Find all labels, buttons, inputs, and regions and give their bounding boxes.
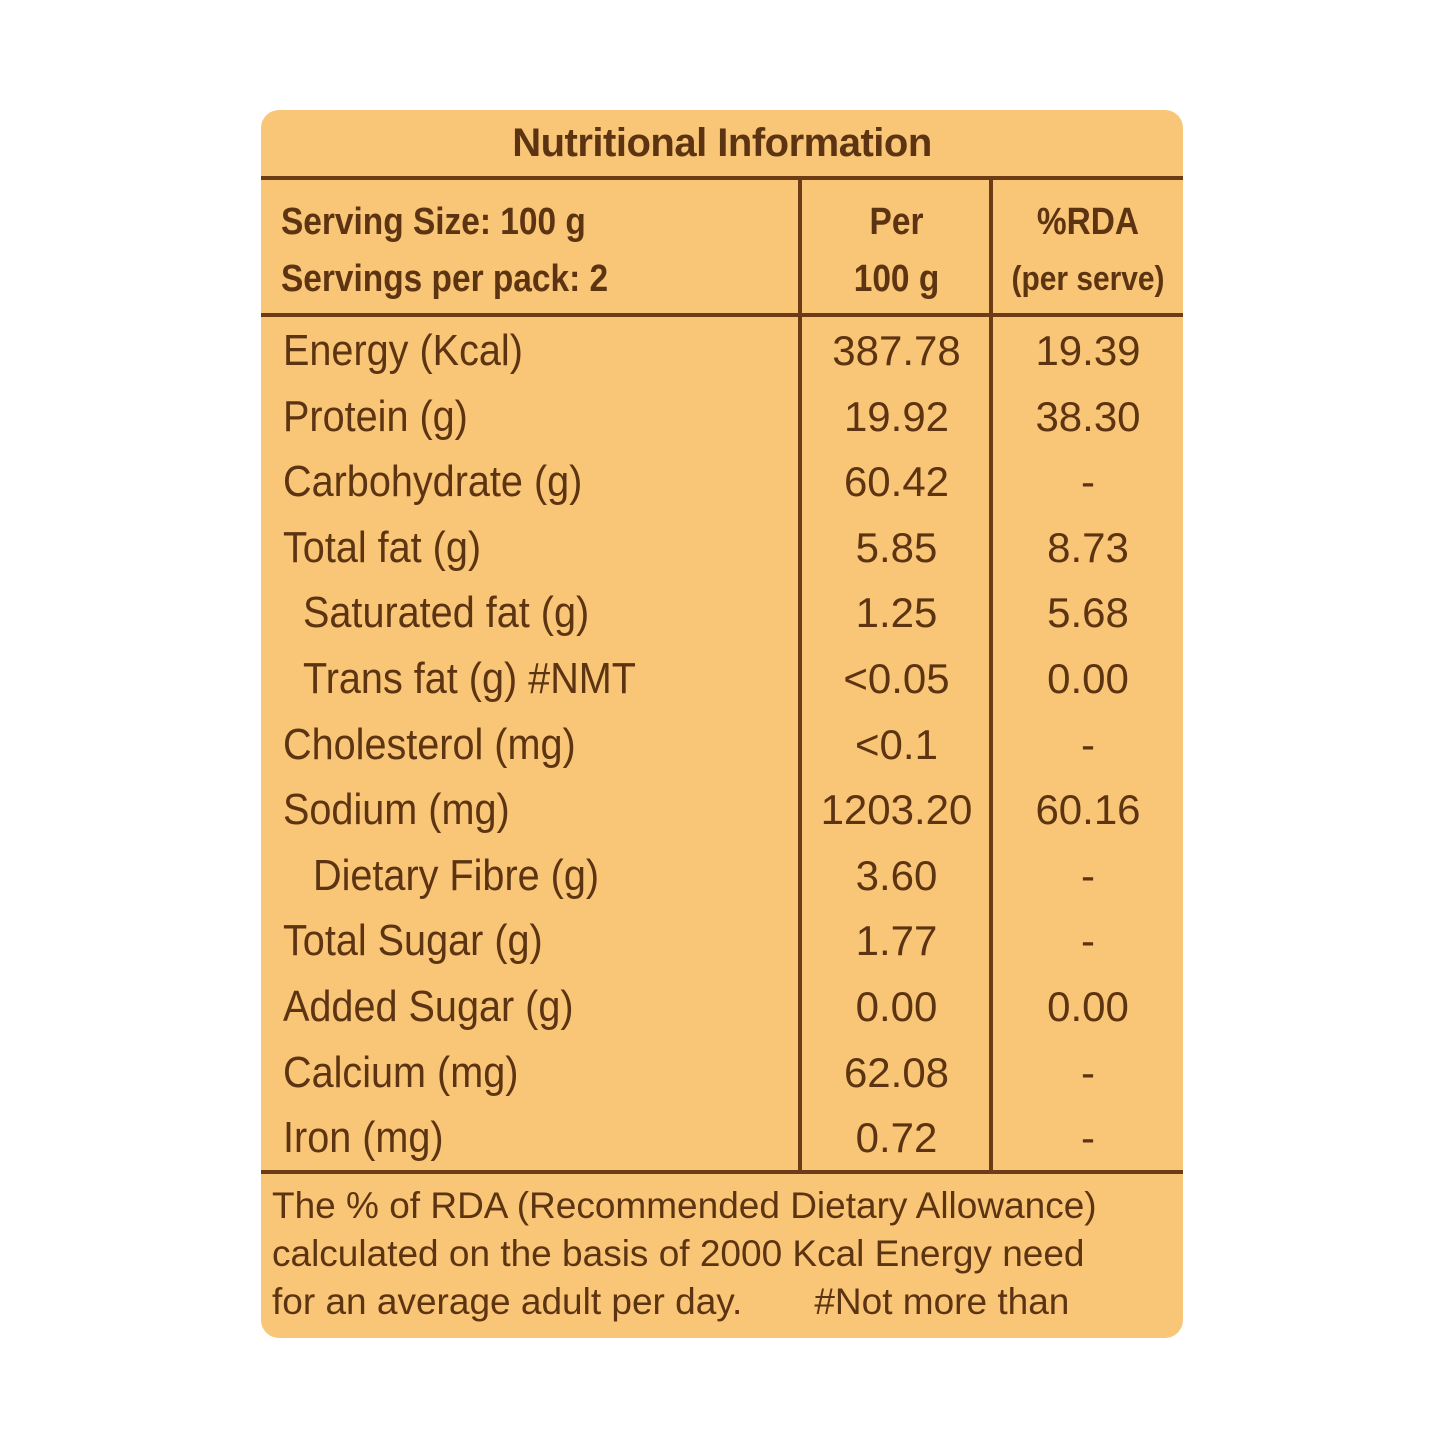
nutrient-row: Calcium (mg) 62.08 - (261, 1040, 1183, 1106)
nutrient-row: Saturated fat (g) 1.25 5.68 (261, 580, 1183, 646)
nutrient-row: Trans fat (g) #NMT <0.05 0.00 (261, 646, 1183, 712)
column-divider-1 (798, 176, 802, 1174)
nutrient-per-100g: 60.42 (843, 458, 950, 506)
nutrient-name: Sodium (mg) (283, 785, 510, 835)
nutrient-name: Added Sugar (g) (283, 981, 574, 1031)
nutrient-per-100g: 387.78 (832, 327, 961, 374)
nutrient-name: Saturated fat (g) (303, 588, 590, 638)
nutrient-name: Cholesterol (mg) (283, 719, 576, 769)
rda-header-line2: (per serve) (1011, 260, 1165, 298)
nutrient-per-100g: 1203.20 (820, 786, 973, 834)
per-header-line2: 100 g (853, 258, 940, 300)
nutrient-rda: 0.00 (1047, 654, 1129, 702)
nutrient-rda: 38.30 (1035, 392, 1141, 440)
nutrient-rda: - (1081, 917, 1095, 965)
nutrient-rda: - (1081, 1048, 1095, 1096)
nutrient-name: Total Sugar (g) (283, 916, 543, 966)
nutrient-name: Total fat (g) (283, 522, 482, 572)
nutrient-per-100g: <0.05 (843, 654, 950, 702)
serving-size: Serving Size: 100 g (281, 201, 586, 243)
nutrient-rda: 60.16 (1035, 786, 1141, 834)
footnote-line-3: for an average adult per day. #Not more t… (272, 1278, 1172, 1326)
nutrient-row: Dietary Fibre (g) 3.60 - (261, 843, 1183, 909)
nutrient-per-100g: 0.00 (855, 982, 938, 1030)
footnote-line-2: calculated on the basis of 2000 Kcal Ene… (272, 1233, 1085, 1274)
per-100g-header: Per 100 g (813, 194, 979, 308)
nutrient-name: Trans fat (g) #NMT (303, 653, 636, 703)
nutrient-per-100g: 3.60 (855, 851, 938, 899)
rda-footnote: The % of RDA (Recommended Dietary Allowa… (272, 1182, 1172, 1326)
nutrient-row: Iron (mg) 0.72 - (261, 1105, 1183, 1171)
nutrient-name: Energy (Kcal) (283, 326, 523, 375)
nutrient-rda: 0.00 (1047, 982, 1129, 1030)
nutrient-name: Calcium (mg) (283, 1047, 519, 1097)
nutrient-rda: - (1081, 720, 1095, 768)
nutrient-per-100g: 1.25 (855, 589, 938, 637)
nutrient-rda: - (1081, 1114, 1095, 1162)
nutrient-per-100g: 5.85 (855, 523, 938, 571)
panel-title: Nutritional Information (512, 120, 932, 165)
footnote-line-1: The % of RDA (Recommended Dietary Allowa… (272, 1185, 1097, 1226)
rule-above-footnote (261, 1170, 1183, 1174)
nutrient-row: Added Sugar (g) 0.00 0.00 (261, 974, 1183, 1040)
rda-header-line1: %RDA (1036, 201, 1140, 243)
nutrient-per-100g: <0.1 (855, 720, 938, 768)
nutrient-row: Total fat (g) 5.85 8.73 (261, 515, 1183, 581)
rule-under-header (261, 313, 1183, 317)
nutrient-rda: 19.39 (1035, 327, 1141, 374)
rda-header: %RDA (per serve) (1004, 194, 1171, 308)
nutrient-name: Iron (mg) (283, 1113, 444, 1163)
rule-under-title (261, 176, 1183, 180)
nutrient-name: Carbohydrate (g) (283, 457, 583, 507)
nutrient-per-100g: 0.72 (855, 1114, 938, 1162)
servings-per-pack: Servings per pack: 2 (281, 258, 609, 300)
footnote-line-3-text: for an average adult per day. (272, 1281, 743, 1322)
serving-info: Serving Size: 100 g Servings per pack: 2 (281, 194, 608, 308)
nutrient-per-100g: 19.92 (843, 392, 950, 440)
nutrient-per-100g: 62.08 (843, 1048, 950, 1096)
nutrient-rda: - (1081, 851, 1095, 899)
nutrient-row: Carbohydrate (g) 60.42 - (261, 449, 1183, 515)
nutrient-row: Total Sugar (g) 1.77 - (261, 908, 1183, 974)
nutrient-table: Energy (Kcal) 387.78 19.39 Protein (g) 1… (261, 318, 1183, 1171)
nutrient-row: Energy (Kcal) 387.78 19.39 (261, 318, 1183, 384)
nutrient-name: Protein (g) (283, 391, 468, 441)
nutrient-rda: 5.68 (1047, 589, 1129, 637)
nmt-note: #Not more than (814, 1281, 1070, 1322)
nutrient-name: Dietary Fibre (g) (313, 850, 600, 900)
nutrient-rda: - (1081, 458, 1095, 506)
nutrient-per-100g: 1.77 (855, 917, 938, 965)
per-header-line1: Per (869, 201, 924, 243)
nutrition-panel: Nutritional Information Serving Size: 10… (261, 110, 1183, 1338)
nutrient-row: Sodium (mg) 1203.20 60.16 (261, 777, 1183, 843)
nutrient-row: Protein (g) 19.92 38.30 (261, 384, 1183, 450)
nutrient-rda: 8.73 (1047, 523, 1129, 571)
column-divider-2 (989, 176, 993, 1174)
nutrient-row: Cholesterol (mg) <0.1 - (261, 712, 1183, 778)
